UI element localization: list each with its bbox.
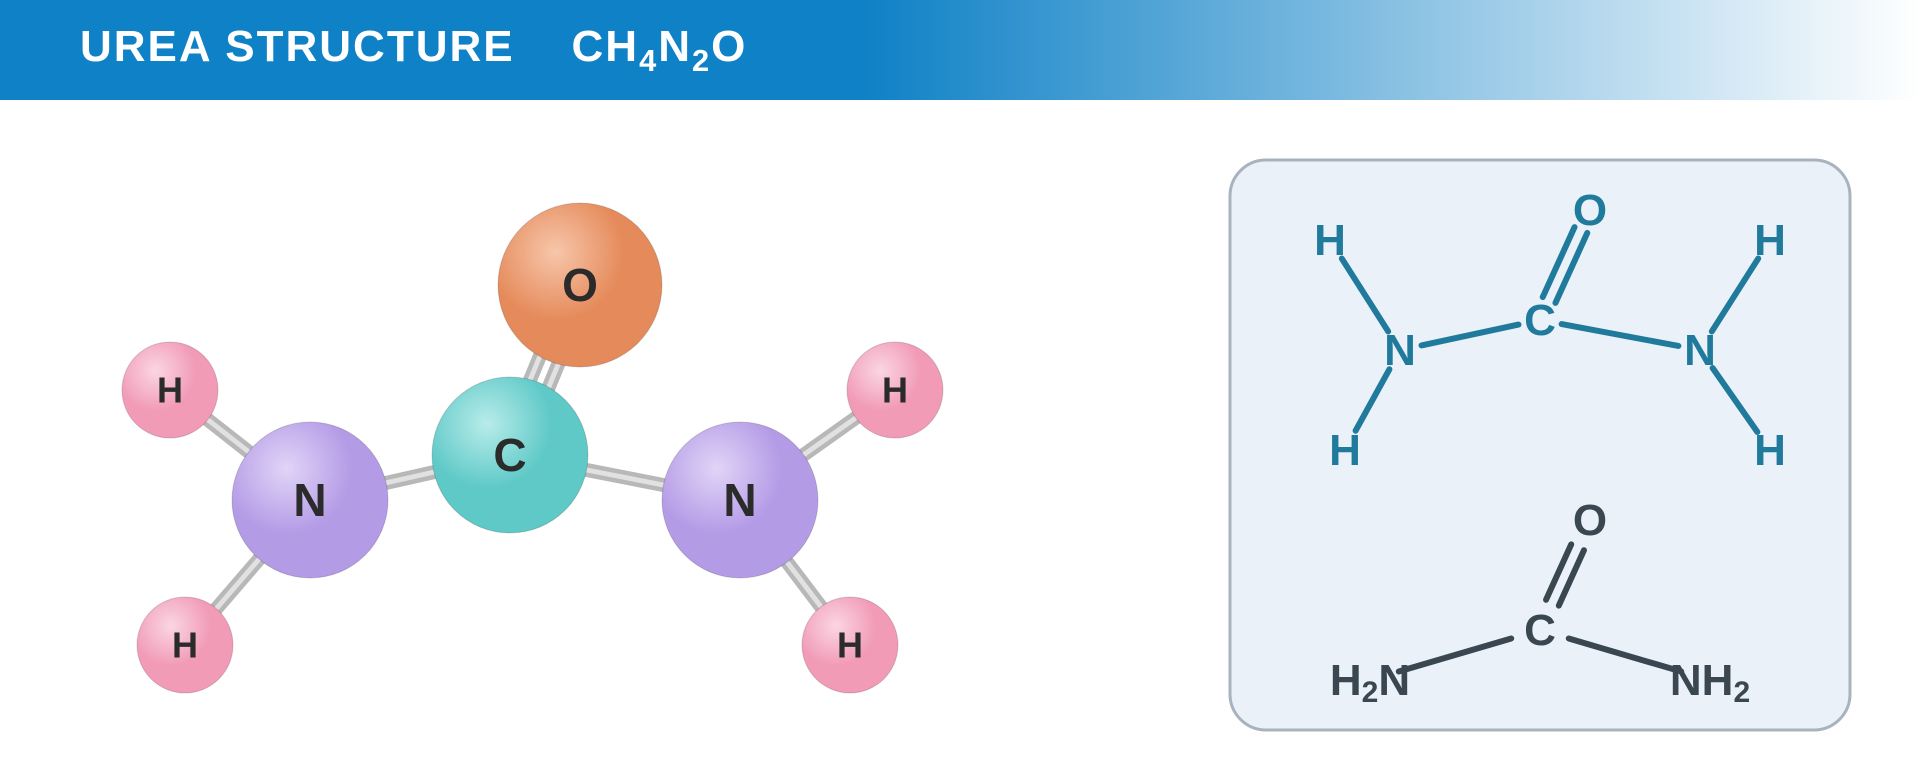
diagram-svg: CONNHHHHCONNHHHHCOH2NNH2 bbox=[0, 100, 1920, 757]
atom-label-N2: N bbox=[723, 474, 756, 526]
struct-label: H bbox=[1754, 426, 1786, 475]
struct-label: O bbox=[1573, 496, 1607, 545]
struct-label: H bbox=[1329, 426, 1361, 475]
struct-label: C bbox=[1524, 296, 1556, 345]
atom-label-H2: H bbox=[172, 625, 198, 666]
atom-label-H3: H bbox=[882, 370, 908, 411]
struct-label: O bbox=[1573, 186, 1607, 235]
struct-label: H bbox=[1314, 216, 1346, 265]
struct-label: C bbox=[1524, 606, 1556, 655]
header-bar: UREA STRUCTURE CH4N2O bbox=[0, 0, 1920, 100]
atom-label-N1: N bbox=[293, 474, 326, 526]
header-title: UREA STRUCTURE CH4N2O bbox=[80, 22, 747, 79]
title-main: UREA STRUCTURE bbox=[80, 22, 515, 71]
diagram-stage: CONNHHHHCONNHHHHCOH2NNH2 bbox=[0, 100, 1920, 757]
struct-label: N bbox=[1684, 326, 1716, 375]
atom-label-H1: H bbox=[157, 370, 183, 411]
atom-label-O: O bbox=[562, 259, 598, 311]
atom-label-C: C bbox=[493, 429, 526, 481]
struct-label: N bbox=[1384, 326, 1416, 375]
formula: CH4N2O bbox=[572, 22, 748, 71]
struct-label: H bbox=[1754, 216, 1786, 265]
atom-label-H4: H bbox=[837, 625, 863, 666]
